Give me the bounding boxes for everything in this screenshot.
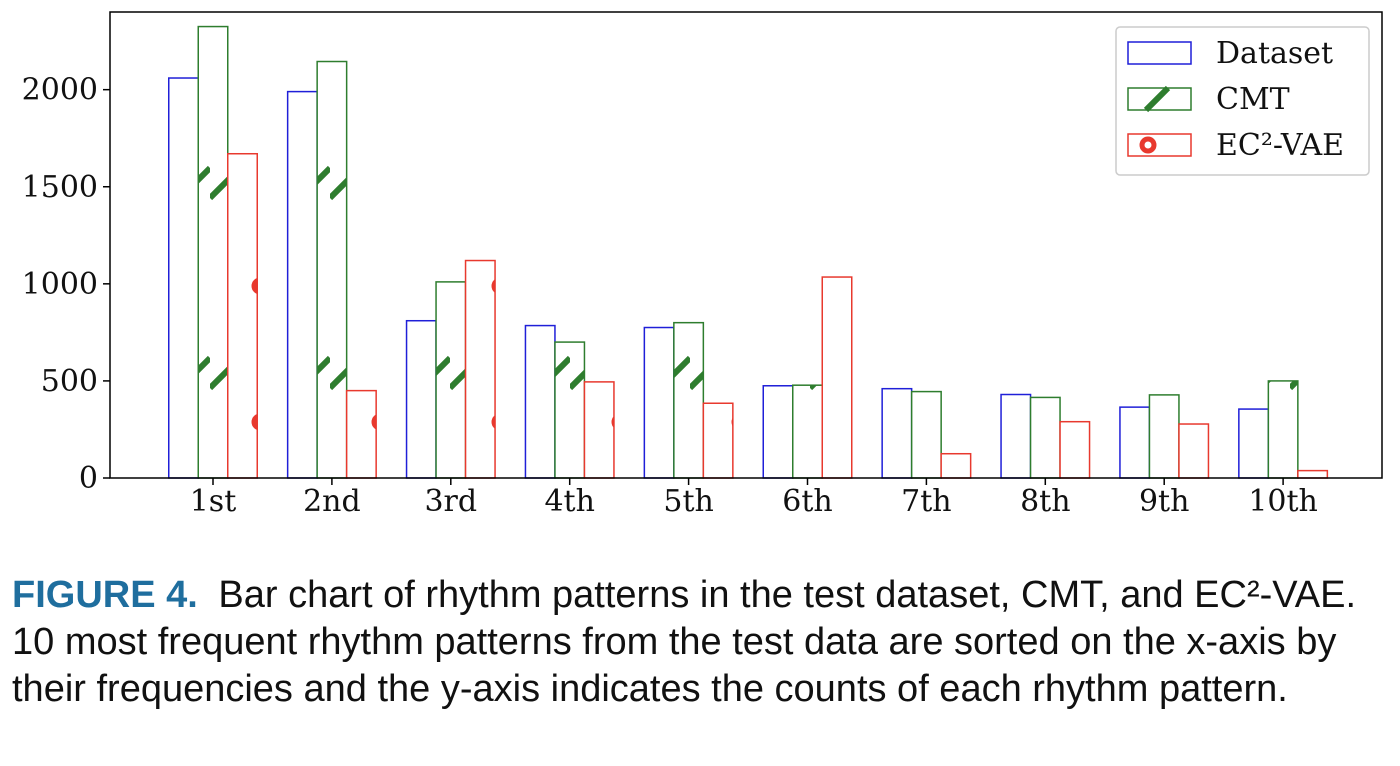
bar-ec-vae-9th xyxy=(1178,423,1210,479)
legend-entry: Dataset xyxy=(1127,36,1333,71)
bar-ec-vae-1st xyxy=(227,152,258,479)
bar-chart: 1st 2nd 3rd 4th 5th 6th 7th 8th 9th 10th 0 500 1000 1… xyxy=(22,11,1383,519)
axis-layer: 1st 2nd 3rd 4th 5th 6th 7th 8th 9th 10th 0 500 1000 1… xyxy=(22,73,1318,519)
y-tick-label: 500 xyxy=(41,364,98,399)
legend-label: CMT xyxy=(1216,82,1290,117)
bar-dataset-5th xyxy=(643,326,675,479)
bar-dataset-10th xyxy=(1238,408,1270,479)
bar-ec-vae-2nd xyxy=(345,389,377,479)
plot-frame xyxy=(109,11,1383,479)
bar-cmt-8th xyxy=(1029,396,1061,479)
legend-label: EC²-VAE xyxy=(1216,128,1344,163)
bar-cmt-7th xyxy=(910,390,942,479)
bar-cmt-3rd xyxy=(435,281,467,479)
x-tick-label: 9th xyxy=(1139,484,1189,519)
bar-dataset-2nd xyxy=(286,90,318,479)
bar-dataset-7th xyxy=(881,387,913,479)
x-tick-label: 7th xyxy=(901,484,951,519)
x-tick-label: 5th xyxy=(663,484,713,519)
y-tick-label: 1000 xyxy=(22,267,98,302)
x-tick-label: 8th xyxy=(1020,484,1070,519)
figure-label: FIGURE 4. xyxy=(12,574,198,616)
y-tick-label: 0 xyxy=(79,461,98,496)
bar-cmt-1st xyxy=(197,25,229,479)
legend-label: Dataset xyxy=(1216,36,1333,71)
x-tick-label: 3rd xyxy=(424,484,477,519)
bar-dataset-6th xyxy=(762,385,794,479)
bar-ec-vae-5th xyxy=(702,402,734,479)
figure-caption: FIGURE 4. Bar chart of rhythm patterns i… xyxy=(12,572,1392,713)
caption-text: Bar chart of rhythm patterns in the test… xyxy=(12,574,1357,710)
bar-dataset-1st xyxy=(168,77,199,479)
legend-entry: CMT xyxy=(1127,82,1290,117)
x-tick-label: 6th xyxy=(782,484,832,519)
bar-dataset-4th xyxy=(524,324,556,479)
bar-dataset-9th xyxy=(1119,406,1151,479)
bar-cmt-9th xyxy=(1148,394,1180,479)
x-tick-label: 10th xyxy=(1248,484,1318,519)
bars-layer xyxy=(168,25,1329,479)
x-tick-label: 2nd xyxy=(303,484,361,519)
bar-ec-vae-10th xyxy=(1297,469,1329,479)
bar-cmt-10th xyxy=(1267,380,1299,479)
x-tick-label: 1st xyxy=(190,484,237,519)
bar-dataset-8th xyxy=(1000,393,1032,479)
chart-svg: 1st 2nd 3rd 4th 5th 6th 7th 8th 9th 10th 0 500 1000 1… xyxy=(22,11,1383,519)
bar-ec-vae-3rd xyxy=(464,259,496,479)
bar-ec-vae-8th xyxy=(1059,420,1091,479)
bar-cmt-4th xyxy=(554,341,586,479)
bar-dataset-3rd xyxy=(405,319,437,479)
bar-cmt-5th xyxy=(673,321,705,479)
legend-entry: EC²-VAE xyxy=(1127,128,1344,163)
bar-cmt-6th xyxy=(792,384,823,479)
legend: Dataset CMT EC²-VAE xyxy=(1115,26,1370,176)
bar-ec-vae-6th xyxy=(821,276,853,479)
bar-ec-vae-7th xyxy=(940,452,972,479)
bar-ec-vae-4th xyxy=(583,381,615,479)
x-tick-label: 4th xyxy=(544,484,594,519)
y-tick-label: 1500 xyxy=(22,170,98,205)
bar-cmt-2nd xyxy=(316,60,348,479)
y-tick-label: 2000 xyxy=(22,73,98,108)
